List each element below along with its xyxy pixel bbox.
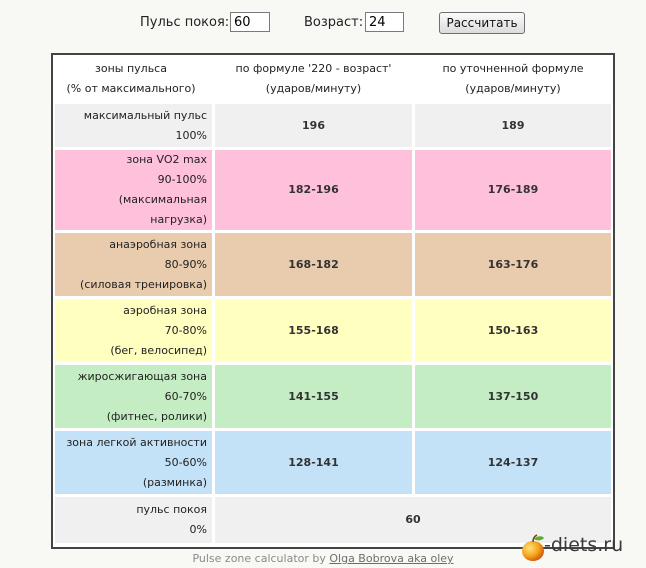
zone-percent: 50-60%: [164, 455, 207, 469]
row-vo2-max: зона VO2 max 90-100% (максимальная нагру…: [55, 150, 611, 233]
zone-title: анаэробная зона: [109, 237, 207, 251]
watermark-text: -diets.ru: [544, 534, 624, 556]
value-refined: 150-163: [412, 299, 611, 365]
zone-title: аэробная зона: [123, 303, 207, 317]
zone-label: зона VO2 max 90-100% (максимальная нагру…: [55, 150, 212, 233]
header-formula-220-title: по формуле '220 - возраст': [235, 62, 392, 75]
zone-title: зона легкой активности: [66, 435, 207, 449]
header-formula-220-units: (ударов/минуту): [265, 82, 362, 95]
header-formula-220: по формуле '220 - возраст' (ударов/минут…: [212, 57, 412, 104]
calculate-button[interactable]: Рассчитать: [439, 12, 525, 34]
row-resting-pulse: пульс покоя 0% 60: [55, 497, 611, 543]
value-refined: 163-176: [412, 233, 611, 299]
value-220: 168-182: [212, 233, 412, 299]
zone-title: максимальный пульс: [83, 108, 207, 122]
value-220: 128-141: [212, 431, 412, 497]
pulse-zone-table: зоны пульса (% от максимального) по форм…: [55, 57, 611, 543]
value-refined: 137-150: [412, 365, 611, 431]
zone-title: жиросжигающая зона: [77, 369, 207, 383]
header-refined-title: по уточненной формуле: [442, 62, 584, 75]
header-refined-formula: по уточненной формуле (ударов/минуту): [412, 57, 611, 104]
row-aerobic: аэробная зона 70-80% (бег, велосипед) 15…: [55, 299, 611, 365]
zone-label: пульс покоя 0%: [55, 497, 212, 543]
value-220: 141-155: [212, 365, 412, 431]
value-220: 196: [212, 104, 412, 150]
zone-note: (силовая тренировка): [80, 277, 207, 291]
header-row: зоны пульса (% от максимального) по форм…: [55, 57, 611, 104]
calculator-controls: Пульс покоя: Возраст: Рассчитать: [0, 11, 646, 35]
apple-icon: [522, 534, 544, 561]
value-refined: 176-189: [412, 150, 611, 233]
zone-percent: 90-100%: [157, 173, 207, 186]
footer-credit: Pulse zone calculator by Olga Bobrova ak…: [0, 552, 646, 565]
row-max-pulse: максимальный пульс 100% 196 189: [55, 104, 611, 150]
value-refined: 124-137: [412, 431, 611, 497]
zone-label: жиросжигающая зона 60-70% (фитнес, ролик…: [55, 365, 212, 431]
watermark-logo: -diets.ru: [520, 530, 644, 564]
zone-label: анаэробная зона 80-90% (силовая трениров…: [55, 233, 212, 299]
pulse-zone-table-frame: зоны пульса (% от максимального) по форм…: [51, 53, 615, 549]
zone-percent: 80-90%: [164, 257, 207, 271]
header-zones-subtitle: (% от максимального): [66, 82, 196, 95]
row-fat-burning: жиросжигающая зона 60-70% (фитнес, ролик…: [55, 365, 611, 431]
zone-note: (разминка): [142, 475, 207, 489]
zone-title: пульс покоя: [136, 503, 207, 516]
header-zones-title: зоны пульса: [95, 62, 167, 75]
row-light-activity: зона легкой активности 50-60% (разминка)…: [55, 431, 611, 497]
resting-pulse-input[interactable]: [230, 12, 270, 32]
zone-percent: 100%: [175, 128, 207, 142]
age-label: Возраст:: [304, 15, 364, 30]
zone-label: зона легкой активности 50-60% (разминка): [55, 431, 212, 497]
author-link[interactable]: Olga Bobrova aka oley: [329, 552, 454, 565]
zone-note: (максимальная: [118, 193, 207, 206]
row-anaerobic: анаэробная зона 80-90% (силовая трениров…: [55, 233, 611, 299]
zone-percent: 70-80%: [164, 323, 207, 337]
value-220: 182-196: [212, 150, 412, 233]
resting-pulse-label: Пульс покоя:: [140, 15, 230, 30]
zone-title: зона VO2 max: [126, 153, 207, 166]
zone-percent: 0%: [189, 523, 207, 536]
zone-note: (фитнес, ролики): [106, 409, 207, 423]
header-refined-units: (ударов/минуту): [465, 82, 561, 95]
zone-label: максимальный пульс 100%: [55, 104, 212, 150]
zone-percent: 60-70%: [164, 389, 207, 403]
footer-prefix: Pulse zone calculator by: [192, 552, 330, 565]
zone-note: нагрузка): [150, 213, 207, 226]
header-zones: зоны пульса (% от максимального): [55, 57, 212, 104]
zone-label: аэробная зона 70-80% (бег, велосипед): [55, 299, 212, 365]
zone-note: (бег, велосипед): [110, 343, 207, 357]
value-220: 155-168: [212, 299, 412, 365]
value-refined: 189: [412, 104, 611, 150]
age-input[interactable]: [365, 12, 404, 32]
resting-pulse-value: 60: [212, 497, 611, 543]
